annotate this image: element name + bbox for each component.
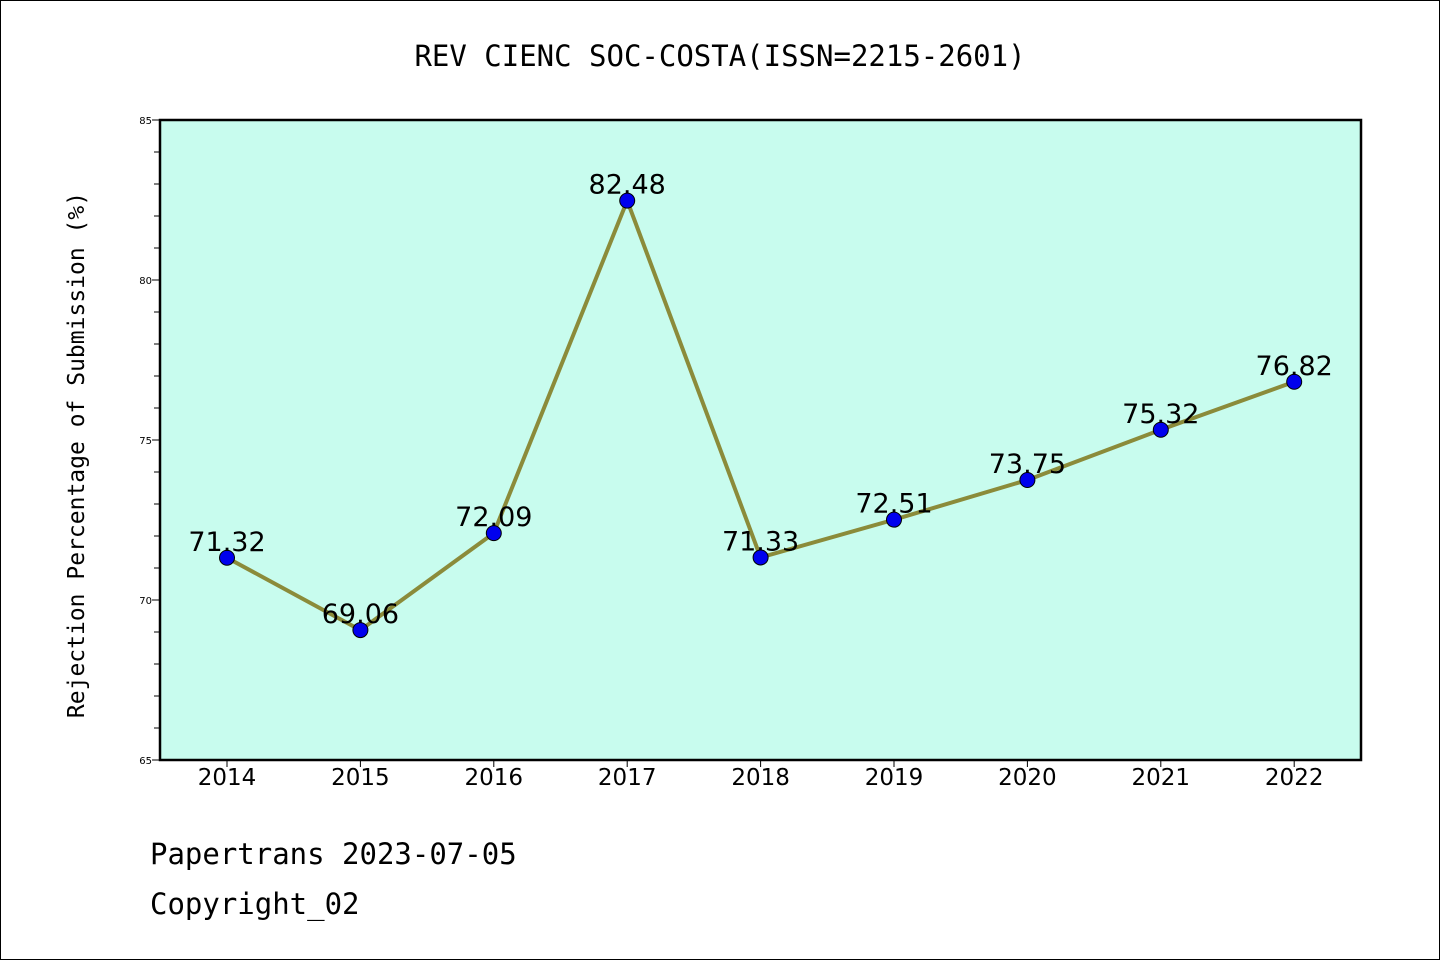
y-tick-label: 75 bbox=[139, 436, 152, 447]
data-label: 72.09 bbox=[455, 502, 532, 533]
footer-line-1: Papertrans 2023-07-05 bbox=[150, 837, 517, 871]
data-label: 69.06 bbox=[322, 599, 399, 630]
data-point-marker bbox=[219, 549, 235, 566]
data-label: 71.33 bbox=[722, 526, 799, 557]
y-tick-label: 65 bbox=[139, 756, 152, 767]
data-point-marker bbox=[752, 549, 769, 566]
footer-line-2: Copyright_02 bbox=[150, 887, 360, 922]
data-label: 76.82 bbox=[1256, 351, 1333, 382]
data-label: 75.32 bbox=[1122, 399, 1199, 430]
x-tick-label: 2020 bbox=[998, 765, 1057, 791]
x-tick-label: 2022 bbox=[1265, 765, 1324, 791]
y-tick-label: 80 bbox=[139, 276, 152, 287]
chart-title: REV CIENC SOC-COSTA(ISSN=2215-2601) bbox=[414, 39, 1025, 73]
x-tick-label: 2018 bbox=[731, 765, 790, 791]
y-tick-label: 85 bbox=[139, 116, 152, 127]
data-point-marker bbox=[1286, 373, 1303, 390]
data-point-marker bbox=[1019, 472, 1036, 488]
x-tick-label: 2015 bbox=[331, 765, 390, 791]
x-axis-ticks: 2014 2015 2016 2017 2018 2019 2020 2021 2022 bbox=[198, 760, 1324, 791]
y-axis-ticks: 65 70 75 80 85 bbox=[139, 116, 160, 767]
data-label: 82.48 bbox=[589, 170, 666, 201]
data-point-marker bbox=[1152, 421, 1169, 438]
data-point-marker bbox=[619, 192, 636, 209]
y-tick-label: 70 bbox=[139, 596, 152, 607]
x-tick-label: 2017 bbox=[598, 765, 657, 791]
data-label: 73.75 bbox=[989, 449, 1066, 480]
data-point-marker bbox=[485, 525, 502, 542]
plot-area bbox=[158, 118, 1363, 762]
x-tick-label: 2014 bbox=[198, 765, 257, 791]
data-point-marker bbox=[886, 511, 902, 528]
x-tick-label: 2019 bbox=[865, 765, 924, 791]
x-tick-label: 2016 bbox=[465, 765, 524, 791]
data-point-marker bbox=[352, 622, 369, 639]
series-line-group: 71.32 69.06 72.09 82.48 71.33 72.51 73.75 75.32… bbox=[188, 170, 1333, 639]
data-label: 71.32 bbox=[188, 527, 265, 558]
x-tick-label: 2021 bbox=[1132, 765, 1191, 791]
data-label: 72.51 bbox=[855, 489, 932, 520]
y-axis-label: Rejection Percentage of Submission (%) bbox=[64, 192, 90, 718]
